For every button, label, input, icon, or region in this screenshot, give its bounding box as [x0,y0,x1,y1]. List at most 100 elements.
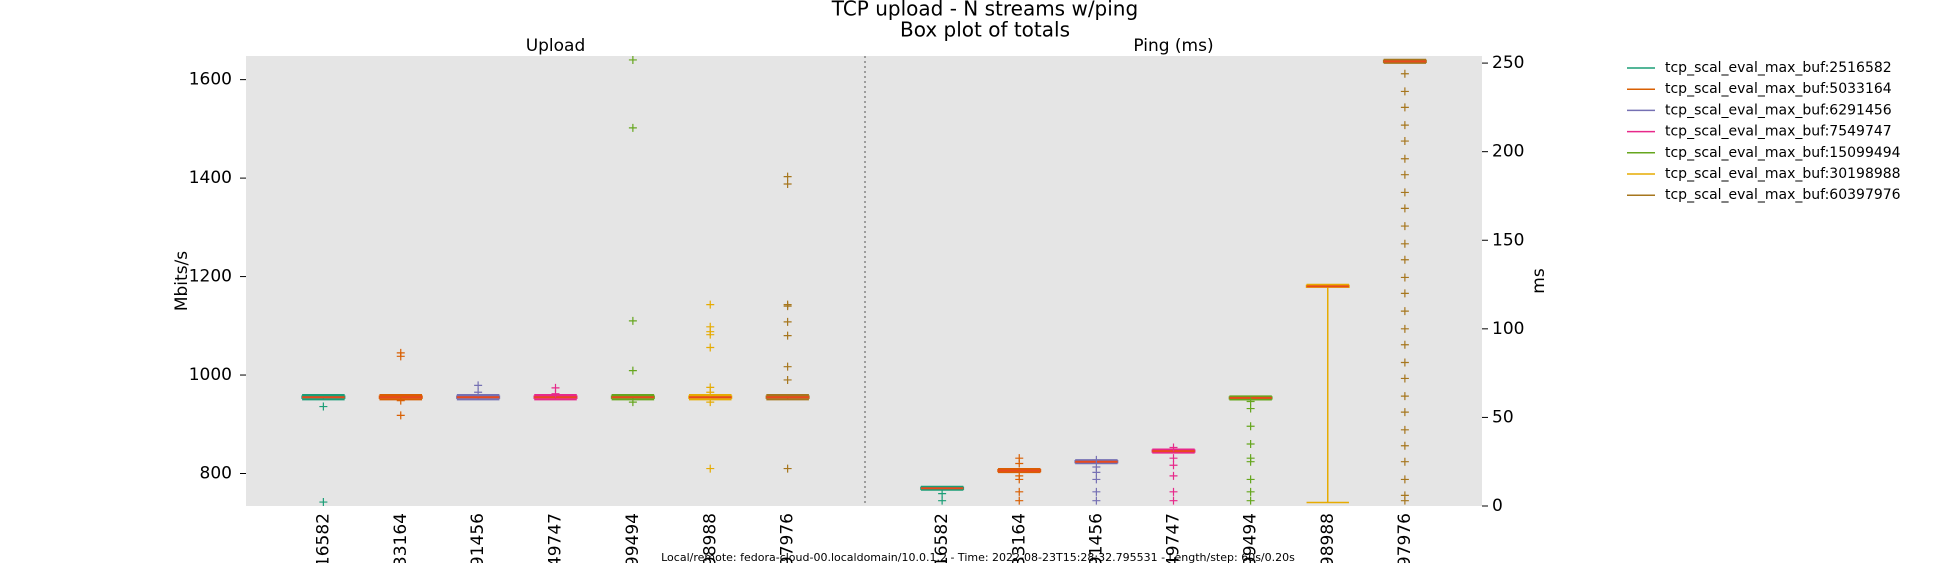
outlier [1246,439,1255,448]
outlier [319,402,328,411]
outlier [783,331,792,340]
y-tick-label: 50 [1492,407,1514,427]
outlier [1400,358,1409,367]
outlier [706,330,715,339]
outlier [1400,69,1409,78]
outlier [1400,137,1409,146]
outlier [396,396,405,405]
y-tick-label: 150 [1492,230,1524,250]
legend-label: tcp_scal_eval_max_buf:7549747 [1665,124,1892,140]
outlier [551,389,560,398]
outlier [1169,496,1178,505]
y-tick-label: 200 [1492,142,1524,162]
y-axis-label: Mbits/s [172,251,192,311]
outlier [1169,443,1178,452]
y-tick-label: 250 [1492,53,1524,73]
outlier [1092,475,1101,484]
outlier [1400,204,1409,213]
y-axis-label: ms [1529,268,1549,294]
outlier [1169,471,1178,480]
x-tick-label: 15099494 [623,513,643,563]
outlier [706,388,715,397]
chart-title: TCP upload - N streams w/ping [831,0,1138,21]
plot-background [246,56,1482,506]
panel-title: Upload [526,36,586,56]
outlier [1092,468,1101,477]
y-tick-label: 100 [1492,319,1524,339]
outlier [1246,475,1255,484]
outlier [706,343,715,352]
panel-title: Ping (ms) [1133,36,1213,56]
x-tick-label: 2516582 [932,513,952,563]
y-tick-label: 1600 [189,70,232,90]
outlier [783,180,792,189]
outlier [1400,307,1409,316]
chart-subtitle: Box plot of totals [900,18,1070,42]
outlier [1246,487,1255,496]
legend-label: tcp_scal_eval_max_buf:15099494 [1665,145,1901,161]
outlier [1015,459,1024,468]
outlier [1400,289,1409,298]
outlier [1400,87,1409,96]
x-tick-label: 7549747 [546,513,566,563]
x-tick-label: 7549747 [1164,513,1184,563]
x-tick-label: 30198988 [700,513,720,563]
legend-label: tcp_scal_eval_max_buf:30198988 [1665,166,1901,182]
outlier [1092,487,1101,496]
outlier [1400,188,1409,197]
outlier [396,352,405,361]
x-tick-label: 5033164 [1009,513,1029,563]
outlier [1400,441,1409,450]
outlier [628,366,637,375]
outlier [1400,340,1409,349]
outlier [628,123,637,132]
outlier [1400,239,1409,248]
y-tick-label: 1400 [189,168,232,188]
outlier [474,388,483,397]
outlier [1400,103,1409,112]
outlier [628,55,637,64]
outlier [1400,324,1409,333]
legend-label: tcp_scal_eval_max_buf:5033164 [1665,81,1892,97]
outlier [1400,374,1409,383]
outlier [1169,461,1178,470]
x-tick-label: 60397976 [778,513,798,563]
outlier [1246,397,1255,406]
outlier [1400,475,1409,484]
x-tick-label: 5033164 [391,513,411,563]
y-tick-label: 1200 [189,267,232,287]
outlier [1400,425,1409,434]
outlier [1246,496,1255,505]
outlier [474,381,483,390]
outlier [1400,255,1409,264]
outlier [1169,454,1178,463]
outlier [1400,408,1409,417]
legend-label: tcp_scal_eval_max_buf:2516582 [1665,60,1892,76]
outlier [783,317,792,326]
outlier [938,496,947,505]
x-tick-label: 2516582 [313,513,333,563]
outlier [1400,457,1409,466]
outlier [1400,121,1409,130]
outlier [1015,487,1024,496]
outlier [628,316,637,325]
outlier [783,302,792,311]
x-tick-label: 30198988 [1318,513,1338,563]
x-tick-label: 15099494 [1241,513,1261,563]
legend-label: tcp_scal_eval_max_buf:60397976 [1665,187,1901,203]
outlier [1246,422,1255,431]
x-tick-label: 6291456 [1086,513,1106,563]
outlier [628,398,637,407]
x-tick-label: 60397976 [1395,513,1415,563]
outlier [1015,475,1024,484]
outlier [1400,154,1409,163]
outlier [783,375,792,384]
outlier [1092,496,1101,505]
y-tick-label: 1000 [189,365,232,385]
outlier [1015,496,1024,505]
outlier [1400,273,1409,282]
legend-label: tcp_scal_eval_max_buf:6291456 [1665,102,1892,118]
outlier [706,398,715,407]
